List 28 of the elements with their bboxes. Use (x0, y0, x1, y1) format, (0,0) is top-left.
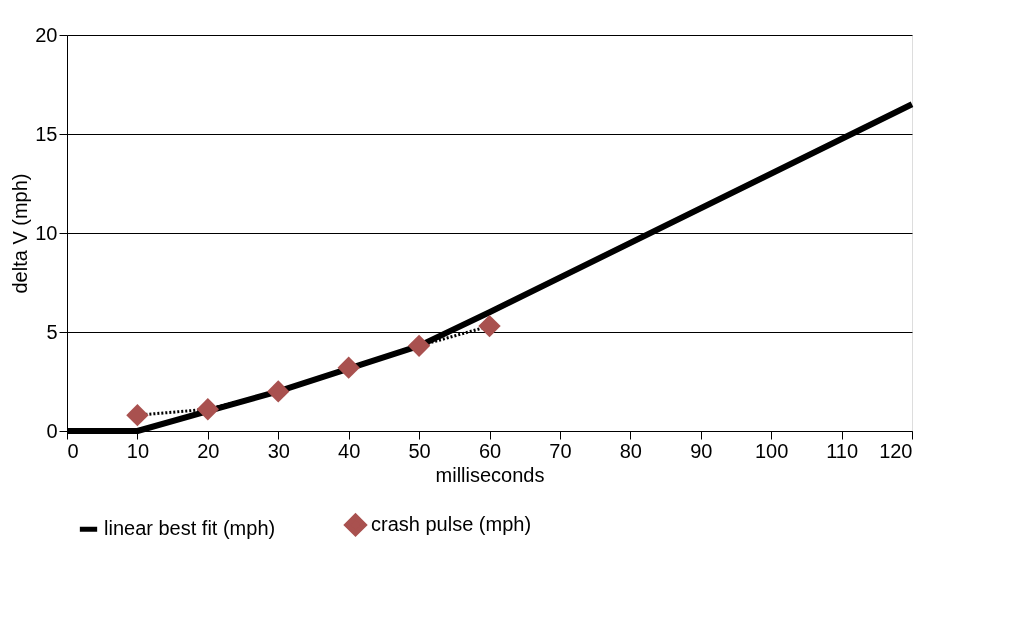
x-tick-label: 10 (126, 439, 150, 462)
x-tick-label: 20 (197, 439, 220, 462)
point (337, 356, 360, 379)
y-tick-label: 0 (46, 419, 58, 442)
point (196, 398, 220, 421)
x-tick-label: 120 (879, 439, 913, 462)
x-tick-label: 110 (826, 439, 859, 462)
x-tick-label: 80 (619, 439, 642, 462)
x-tick-label: 0 (67, 439, 79, 462)
y-tick-label: 5 (46, 320, 58, 343)
x-tick-label: 100 (754, 439, 789, 462)
x-tick-label: 50 (408, 439, 431, 462)
point (126, 403, 149, 427)
y-tick-label: 15 (35, 122, 58, 145)
x-tick-label: 30 (267, 439, 290, 462)
legend-label: crash pulse (mph) (371, 512, 532, 535)
point (478, 314, 501, 338)
point (407, 334, 431, 358)
y-axis-title: delta V (mph) (9, 173, 32, 294)
x-tick-label: 60 (478, 439, 502, 462)
x-axis-title: milliseconds (435, 463, 545, 486)
x-tick-label: 40 (338, 439, 361, 462)
point (267, 380, 290, 403)
x-tick-label: 70 (549, 439, 572, 462)
y-tick-label: 10 (35, 221, 58, 244)
x-tick-label: 90 (690, 439, 713, 462)
y-tick-label: 20 (35, 23, 58, 46)
legend-label: linear best fit (mph) (104, 517, 276, 540)
